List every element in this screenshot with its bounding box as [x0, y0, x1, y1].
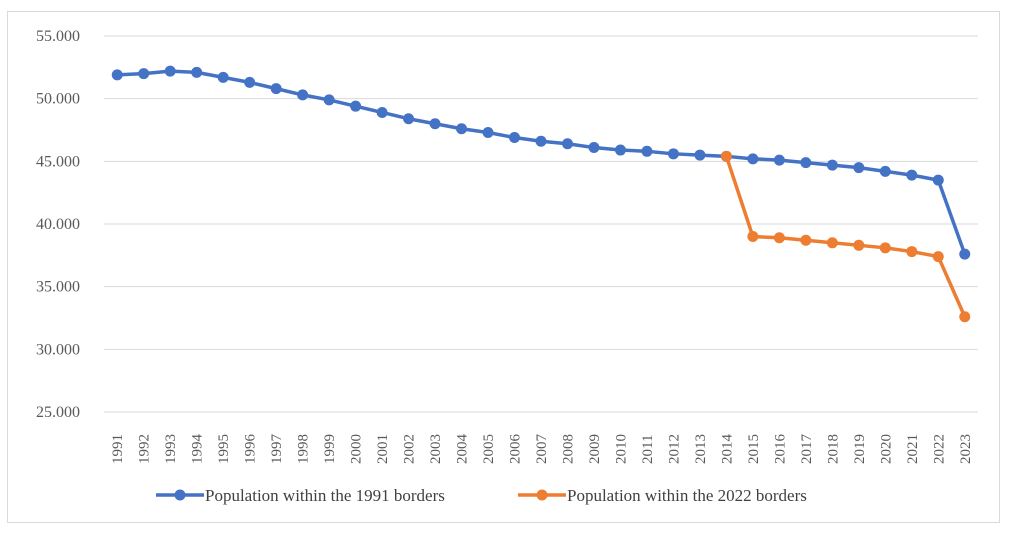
x-tick-label: 2014 — [719, 434, 735, 465]
data-point — [773, 232, 785, 244]
x-tick-label: 2021 — [905, 434, 921, 464]
x-tick-label: 2012 — [666, 434, 682, 464]
x-tick-label: 2008 — [560, 434, 576, 464]
data-point — [959, 311, 971, 323]
x-tick-label: 1993 — [163, 434, 179, 464]
x-tick-label: 2016 — [772, 434, 788, 465]
series-line — [724, 154, 967, 319]
data-point — [932, 174, 944, 186]
x-tick-label: 2003 — [428, 434, 444, 464]
x-tick-label: 1991 — [110, 434, 126, 464]
data-point — [535, 135, 547, 147]
x-tick-label: 2015 — [746, 434, 762, 464]
x-tick-label: 1996 — [243, 434, 259, 465]
data-point — [403, 113, 415, 125]
data-point — [376, 106, 388, 118]
data-point — [561, 138, 573, 150]
data-point — [853, 239, 865, 251]
x-tick-label: 2017 — [799, 434, 815, 465]
series-1 — [111, 65, 971, 260]
gridlines — [104, 35, 978, 413]
data-point — [800, 234, 812, 246]
data-point — [164, 65, 176, 77]
y-tick-label: 35.000 — [36, 279, 80, 296]
data-point — [879, 165, 891, 177]
x-tick-label: 2005 — [481, 434, 497, 464]
data-point — [773, 154, 785, 166]
data-point — [297, 89, 309, 101]
data-point — [350, 100, 362, 112]
data-point — [694, 149, 706, 161]
x-tick-label: 2019 — [852, 434, 868, 464]
y-tick-label: 45.000 — [36, 153, 80, 170]
y-tick-label: 25.000 — [36, 404, 80, 421]
data-point — [111, 69, 123, 81]
legend-entry-1: Population within the 1991 borders — [156, 486, 445, 505]
x-tick-label: 2007 — [534, 434, 550, 465]
x-tick-label: 1999 — [322, 434, 338, 464]
x-tick-label: 2006 — [508, 434, 524, 465]
x-tick-label: 1997 — [269, 434, 285, 465]
data-point — [323, 94, 335, 106]
data-point — [614, 144, 626, 156]
data-point — [429, 118, 441, 130]
data-point — [191, 66, 203, 78]
x-tick-label: 2001 — [375, 434, 391, 464]
chart-frame — [7, 11, 1000, 523]
x-tick-label: 2023 — [958, 434, 974, 464]
data-point — [138, 68, 150, 80]
data-point — [747, 153, 759, 165]
data-point — [906, 169, 918, 181]
legend-swatch-marker — [536, 489, 548, 501]
data-point — [588, 142, 600, 154]
x-tick-label: 2011 — [640, 435, 656, 464]
series-lines — [111, 65, 971, 323]
x-tick-label: 2010 — [613, 434, 629, 464]
data-point — [641, 145, 653, 157]
legend-label: Population within the 1991 borders — [205, 486, 445, 505]
data-point — [270, 83, 282, 95]
data-point — [482, 127, 494, 139]
x-tick-label: 1995 — [216, 434, 232, 464]
data-point — [720, 150, 732, 162]
x-tick-label: 1994 — [190, 434, 206, 465]
y-tick-label: 55.000 — [36, 28, 80, 45]
data-point — [853, 162, 865, 174]
data-point — [667, 148, 679, 160]
data-point — [456, 123, 468, 135]
data-point — [932, 251, 944, 263]
data-point — [217, 71, 229, 83]
x-tick-label: 2022 — [931, 434, 947, 464]
legend: Population within the 1991 borders Popula… — [156, 486, 807, 505]
data-point — [826, 159, 838, 171]
x-tick-label: 2009 — [587, 434, 603, 464]
data-point — [509, 132, 521, 144]
x-tick-label: 2013 — [693, 434, 709, 464]
data-point — [906, 246, 918, 258]
data-point — [879, 242, 891, 254]
x-axis-ticks: 1991 1992 1993 1994 1995 1996 1997 1998 1999 2000… — [110, 434, 974, 465]
x-tick-label: 2002 — [402, 434, 418, 464]
series-2 — [720, 150, 971, 323]
data-point — [747, 231, 759, 243]
y-tick-label: 40.000 — [36, 216, 80, 233]
legend-swatch-marker — [174, 489, 186, 501]
data-point — [826, 237, 838, 249]
x-tick-label: 2000 — [349, 434, 365, 464]
x-tick-label: 1998 — [296, 434, 312, 464]
y-tick-label: 30.000 — [36, 341, 80, 358]
x-tick-label: 2004 — [455, 434, 471, 465]
x-tick-label: 1992 — [137, 434, 153, 464]
y-tick-label: 50.000 — [36, 91, 80, 108]
legend-entry-2: Population within the 2022 borders — [518, 486, 807, 505]
data-point — [959, 248, 971, 260]
data-point — [800, 157, 812, 169]
x-tick-label: 2020 — [878, 434, 894, 464]
data-point — [244, 76, 256, 88]
y-axis-ticks: 25.000 30.000 35.000 40.000 45.000 50.000 55.0… — [36, 28, 80, 421]
x-tick-label: 2018 — [825, 434, 841, 464]
legend-label: Population within the 2022 borders — [567, 486, 807, 505]
